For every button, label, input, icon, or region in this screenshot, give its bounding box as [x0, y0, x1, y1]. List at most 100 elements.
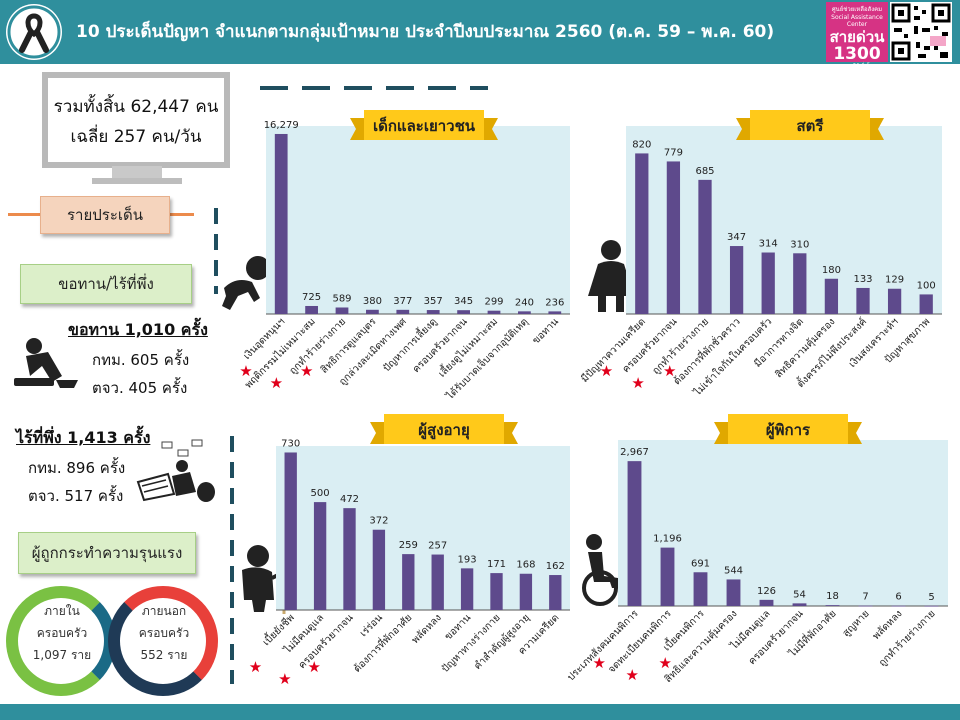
- priority-star-1: ★: [278, 670, 291, 688]
- bar-7: [856, 287, 870, 314]
- bar-3: [366, 309, 379, 314]
- banner-body: [728, 414, 848, 444]
- chart-title: ผู้สูงอายุ: [418, 421, 470, 440]
- footer-bar: [0, 704, 960, 720]
- external-value: 552 ราย: [140, 648, 188, 662]
- bar-0: [274, 133, 288, 314]
- bar-5: [426, 310, 440, 314]
- chart-title: สตรี: [797, 117, 825, 135]
- priority-star-2: ★: [308, 658, 321, 676]
- category-label-8: พลัดหลง: [871, 608, 905, 642]
- crawling-child-icon: [222, 256, 270, 310]
- category-label-3: เร่ร่อน: [358, 612, 385, 639]
- chart-title-banner: ผู้สูงอายุ: [370, 414, 518, 444]
- data-label-0: 16,279: [264, 120, 299, 131]
- priority-star-0: ★: [239, 362, 252, 380]
- category-label-6: ครอบครัวยากจน: [411, 316, 470, 375]
- data-label-7: 7: [862, 592, 868, 603]
- homeless-provinces: ตจว. 517 ครั้ง: [28, 487, 124, 505]
- chart-disabled: 2,967 ประเภทสังคมคนพิการ ★ 1,196 จดทะเบียนคน…: [566, 410, 952, 704]
- bar-6: [825, 605, 840, 606]
- ribbon-logo: [6, 4, 62, 60]
- chart-title: เด็กและเยาวชน: [373, 116, 476, 135]
- begging-provinces: ตจว. 405 ครั้ง: [92, 379, 188, 397]
- data-label-7: 133: [853, 274, 872, 285]
- hotline-hours: ตลอด 24 ชั่วโมง: [838, 63, 876, 69]
- data-label-5: 357: [424, 296, 443, 307]
- bar-4: [396, 309, 410, 314]
- domestic-label-1: ภายใน: [44, 604, 80, 618]
- qr-code-icon: [890, 2, 952, 62]
- data-label-2: 691: [691, 558, 710, 569]
- chart-title: ผู้พิการ: [766, 421, 811, 440]
- category-label-9: ขอทาน: [531, 316, 561, 346]
- bar-9: [919, 294, 933, 314]
- data-label-8: 168: [516, 560, 535, 571]
- bar-9: [549, 575, 562, 610]
- violence-victims-label: ผู้ถูกกระทำความรุนแรง: [18, 532, 196, 574]
- data-label-1: 1,196: [653, 534, 682, 545]
- data-label-4: 126: [757, 586, 776, 597]
- data-label-4: 314: [759, 239, 778, 250]
- data-label-9: 5: [928, 592, 934, 603]
- bar-8: [887, 288, 902, 314]
- banner-tail-right: [504, 422, 518, 444]
- monitor-base: [92, 178, 182, 184]
- bar-3: [729, 246, 744, 314]
- chart-title-banner: เด็กและเยาวชน: [350, 110, 498, 140]
- monitor-stand: [112, 166, 162, 180]
- bar-0: [284, 452, 297, 610]
- data-label-6: 180: [822, 265, 841, 276]
- data-label-8: 6: [895, 592, 901, 603]
- chart-children-youth: 16,279 เงินอุดหนุนฯ ★ 725 พฤติกรรมไม่เหมาะสม…: [239, 106, 580, 406]
- wheelchair-user-icon: [582, 534, 618, 606]
- awareness-ribbon-icon: [7, 5, 61, 59]
- data-label-5: 257: [428, 541, 447, 552]
- banner-tail-right: [870, 118, 884, 140]
- bar-3: [726, 579, 741, 606]
- category-label-2: ถูกทำร้ายร่างกาย: [650, 316, 711, 377]
- bar-2: [698, 179, 712, 314]
- banner-body: [364, 110, 484, 140]
- hotline-word: สายด่วน: [829, 28, 885, 46]
- dashed-divider-top: [260, 86, 488, 90]
- chart-women: 820 มีปัญหาความเครียด ★ 779 ครอบครัวยากจน ★ 68…: [572, 106, 952, 406]
- page-title: 10 ประเด็นปัญหา จำแนกตามกลุ่มเป้าหมาย ปร…: [76, 22, 775, 42]
- banner-tail-left: [350, 118, 364, 140]
- priority-star-1: ★: [626, 666, 639, 684]
- data-label-1: 725: [302, 292, 321, 303]
- bar-4: [759, 599, 774, 606]
- disabled-bar-chart: 2,967ประเภทสังคมคนพิการ★1,196จดทะเบียนคน…: [566, 414, 948, 685]
- bar-2: [343, 508, 356, 610]
- data-label-3: 347: [727, 232, 746, 243]
- dashed-divider-upper: [214, 208, 218, 294]
- bar-8: [891, 605, 906, 607]
- plot-area: [266, 126, 570, 314]
- bar-5: [793, 253, 807, 314]
- priority-star-2: ★: [663, 362, 676, 380]
- elderly-bar-chart: 730เบี้ยยังชีพ★500ไม่มีคนดูแล★472ครอบครั…: [249, 414, 570, 688]
- bar-6: [457, 310, 470, 314]
- category-label-7: สูญหาย: [841, 608, 872, 639]
- bar-8: [518, 311, 531, 314]
- data-label-6: 193: [458, 554, 477, 565]
- by-issue-label: รายประเด็น: [40, 196, 170, 234]
- bar-5: [431, 554, 444, 610]
- begging-homeless-label: ขอทาน/ไร้ที่พึ่ง: [20, 264, 192, 304]
- data-label-5: 54: [793, 589, 806, 600]
- homeless-person-icon: [136, 439, 215, 502]
- bar-7: [487, 310, 501, 314]
- bar-1: [313, 502, 327, 610]
- data-label-3: 372: [369, 516, 388, 527]
- data-label-8: 129: [885, 275, 904, 286]
- data-label-5: 310: [790, 239, 809, 250]
- data-label-4: 259: [399, 540, 418, 551]
- bar-9: [924, 605, 939, 607]
- total-count: รวมทั้งสิ้น 62,447 คน: [53, 97, 219, 117]
- bar-7: [490, 573, 503, 610]
- priority-star-2: ★: [659, 654, 672, 672]
- data-label-9: 100: [917, 280, 936, 291]
- category-label-3: สิทธิการดูแลบุตร: [319, 316, 379, 376]
- data-label-2: 685: [695, 166, 714, 177]
- bar-6: [460, 568, 474, 610]
